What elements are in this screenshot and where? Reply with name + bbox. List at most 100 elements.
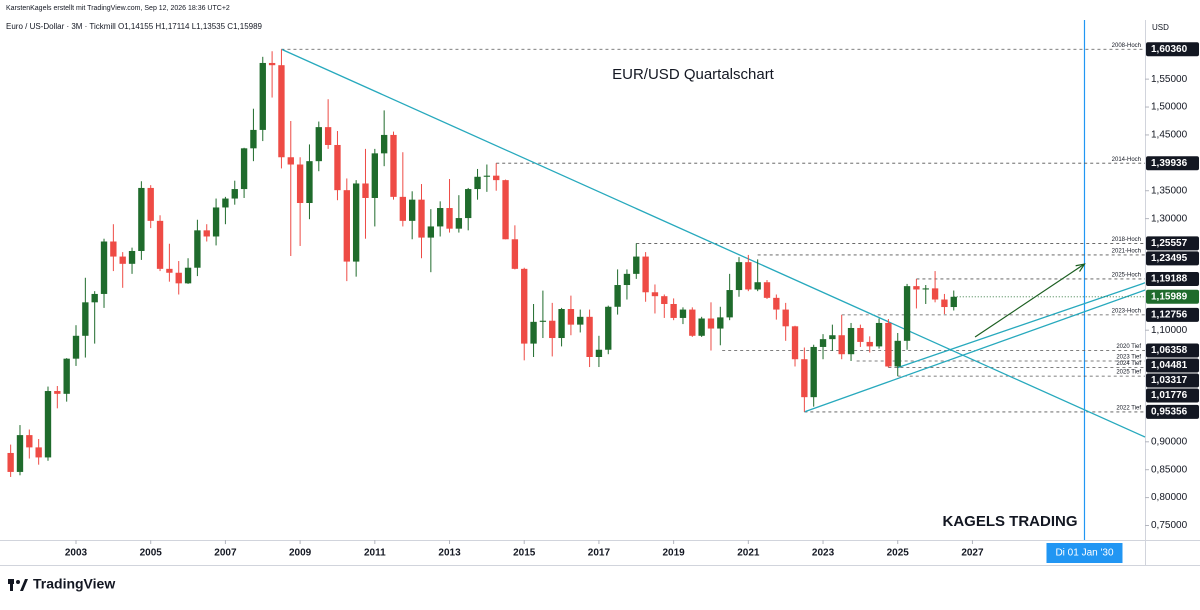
price-label: 1,01776: [1151, 390, 1188, 401]
candle-body: [100, 241, 108, 294]
brand: TradingView: [33, 576, 115, 592]
y-tick-label: 1,50000: [1151, 102, 1188, 113]
x-tick-label: 2013: [438, 548, 461, 559]
x-tick-label: 2009: [289, 548, 312, 559]
y-tick-label: 0,90000: [1151, 436, 1188, 447]
candle-body: [54, 391, 61, 394]
logo-part: [10, 579, 13, 591]
level-label: 2024 Tief: [1116, 361, 1141, 367]
candle-body: [250, 129, 257, 149]
candle-body: [390, 134, 397, 197]
candle-body: [913, 286, 920, 290]
candle-body: [605, 306, 612, 350]
candle-body: [203, 230, 210, 237]
level-label: 2025-Hoch: [1112, 273, 1141, 279]
brand-logo: [8, 579, 28, 591]
candle-body: [502, 180, 509, 240]
candle-body: [931, 288, 939, 300]
candle-body: [754, 282, 761, 290]
candle-body: [819, 339, 827, 347]
price-label: 1,60360: [1151, 44, 1188, 55]
logo-part: [20, 579, 28, 591]
candle-body: [194, 230, 201, 268]
candle-body: [847, 327, 855, 355]
candle-body: [773, 297, 780, 310]
y-tick-label: 0,85000: [1151, 464, 1188, 475]
candle-body: [82, 302, 89, 336]
candle-body: [735, 262, 743, 291]
price-label-box: [1146, 42, 1199, 57]
candle-body: [72, 335, 80, 359]
price-label: 1,19188: [1151, 274, 1188, 285]
candle-body: [623, 273, 631, 286]
candle-body: [7, 452, 14, 472]
candle-body: [791, 326, 799, 360]
trendline: [281, 48, 1146, 438]
x-tick-label: 2027: [961, 548, 984, 559]
candle-body: [408, 199, 416, 221]
candle-body: [511, 239, 519, 269]
level-label: 2022 Tief: [1116, 405, 1141, 411]
price-label-box: [1146, 404, 1199, 419]
candle-body: [726, 290, 733, 318]
price-label: 1,06358: [1151, 345, 1188, 356]
price-label: 1,25557: [1151, 238, 1188, 249]
price-label-box: [1146, 236, 1199, 251]
candle-body: [651, 292, 659, 297]
candle-body: [595, 349, 603, 357]
candle-body: [343, 190, 350, 262]
candle-body: [455, 218, 463, 229]
x-tick-label: 2005: [140, 548, 163, 559]
candle-body: [138, 187, 145, 251]
candle-body: [380, 134, 388, 154]
candle-body: [530, 321, 537, 344]
candle-body: [399, 196, 407, 221]
currency: USD: [1152, 23, 1169, 32]
x-tick-label: 2003: [65, 548, 88, 559]
candle-body: [698, 318, 705, 336]
candle-body: [483, 175, 491, 177]
candle-body: [16, 435, 24, 472]
price-label-box: [1146, 289, 1199, 304]
candle-body: [240, 148, 248, 190]
vline-label-box: [1046, 543, 1123, 563]
candle-body: [259, 62, 266, 130]
candle-body: [567, 309, 575, 325]
candle-body: [334, 144, 341, 191]
x-tick-label: 2017: [588, 548, 611, 559]
level-label: 2018-Hoch: [1112, 237, 1141, 243]
price-label: 0,95356: [1151, 407, 1188, 418]
candle-body: [465, 189, 472, 219]
x-tick-label: 2025: [887, 548, 910, 559]
watermark: KAGELS TRADING: [943, 513, 1078, 530]
x-tick-label: 2007: [214, 548, 237, 559]
candle-body: [689, 309, 696, 336]
price-label-box: [1146, 251, 1199, 266]
x-tick-label: 2021: [737, 548, 760, 559]
price-label-box: [1146, 388, 1199, 403]
candle-body: [810, 346, 817, 398]
candle-body: [558, 309, 565, 339]
candle-body: [875, 322, 883, 347]
candle-body: [166, 268, 173, 273]
candle-body: [586, 316, 593, 357]
y-tick-label: 1,35000: [1151, 185, 1188, 196]
candle-body: [35, 447, 42, 458]
candle-body: [782, 309, 789, 327]
price-label: 1,39936: [1151, 158, 1188, 169]
candle-body: [175, 272, 182, 284]
symbol-header: Euro / US-Dollar · 3M · Tickmill O1,1415…: [6, 22, 263, 31]
candle-body: [950, 296, 957, 308]
candle-body: [577, 316, 584, 325]
price-label: 1,03317: [1151, 375, 1188, 386]
x-tick-label: 2011: [364, 548, 386, 559]
y-tick-label: 1,45000: [1151, 130, 1188, 141]
trendline: [804, 289, 1146, 413]
chart-title: EUR/USD Quartalschart: [612, 66, 775, 83]
candle-body: [903, 286, 911, 341]
candle-body: [147, 187, 154, 221]
candle-body: [661, 296, 668, 304]
candle-body: [44, 391, 52, 458]
price-label: 1,15989: [1151, 291, 1188, 302]
candle-body: [184, 267, 192, 284]
